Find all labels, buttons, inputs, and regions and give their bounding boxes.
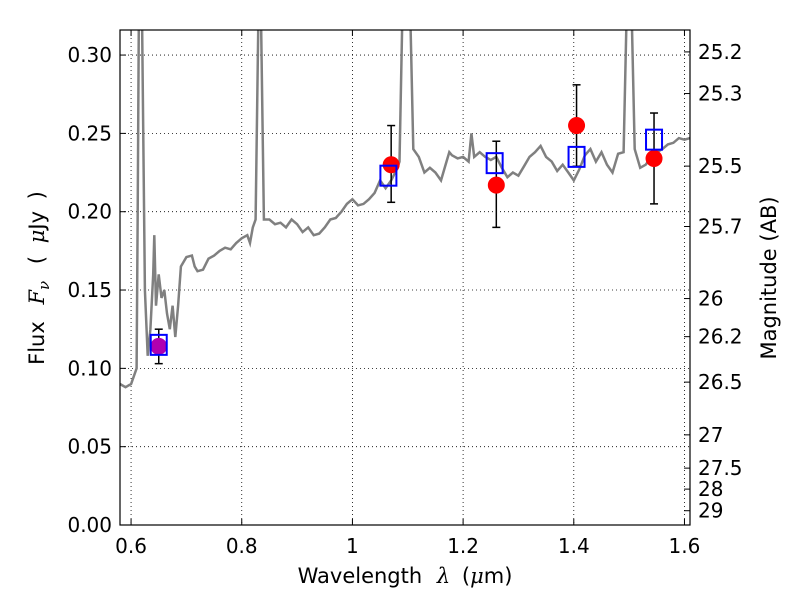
spectrum-line bbox=[120, 30, 690, 389]
y2-tick-label: 26.2 bbox=[698, 325, 743, 349]
model-square bbox=[645, 128, 664, 151]
y-axis-title: Flux Fν ( μJy ) bbox=[25, 191, 54, 365]
y-tick-label: 0.15 bbox=[67, 278, 112, 302]
y-axis-ticks: 0.00 0.05 0.10 0.15 0.20 0.25 0.30 bbox=[67, 43, 126, 537]
y2-tick-label: 25.2 bbox=[698, 40, 743, 64]
x-axis-ticks: 0.6 0.8 1 1.2 1.4 1.6 bbox=[115, 30, 700, 558]
y-axis-title-unit: Jy bbox=[25, 211, 49, 232]
y-tick-label: 0.20 bbox=[67, 200, 112, 224]
y-tick-label: 0.25 bbox=[67, 121, 112, 145]
y2-tick-label: 28 bbox=[698, 477, 723, 501]
model-square bbox=[485, 152, 504, 175]
model-square bbox=[379, 164, 398, 187]
x-axis-title-lambda: λ bbox=[436, 564, 450, 588]
y-tick-label: 0.30 bbox=[67, 43, 112, 67]
y2-tick-label: 25.3 bbox=[698, 82, 743, 106]
model-squares bbox=[149, 128, 664, 356]
data-point bbox=[568, 117, 586, 135]
y-axis-title-mu: μ bbox=[25, 230, 49, 244]
x-axis-title: Wavelength λ (μm) bbox=[298, 564, 513, 588]
data-point-magenta bbox=[150, 337, 168, 355]
y-axis-title-nu: ν bbox=[35, 281, 53, 290]
x-axis-title-word: Wavelength bbox=[298, 564, 423, 588]
y2-axis-title: Magnitude (AB) bbox=[757, 196, 781, 359]
x-tick-label: 0.6 bbox=[115, 534, 147, 558]
y-axis-title-open: ( bbox=[25, 256, 49, 264]
y-tick-label: 0.00 bbox=[67, 513, 112, 537]
y2-tick-label: 27 bbox=[698, 423, 723, 447]
x-tick-label: 1.6 bbox=[669, 534, 701, 558]
y-axis-title-word: Flux bbox=[25, 321, 49, 365]
data-point bbox=[487, 176, 505, 194]
y2-tick-label: 25.5 bbox=[698, 154, 743, 178]
y-axis-title-close: ) bbox=[25, 191, 49, 199]
data-point bbox=[645, 149, 663, 167]
x-axis-title-open: ( bbox=[462, 564, 470, 588]
x-tick-label: 1.4 bbox=[558, 534, 590, 558]
x-tick-label: 0.8 bbox=[226, 534, 258, 558]
y2-tick-label: 25.7 bbox=[698, 214, 743, 238]
model-square bbox=[567, 145, 586, 168]
grid-lines bbox=[120, 30, 690, 526]
y2-tick-label: 27.5 bbox=[698, 456, 743, 480]
y-tick-label: 0.10 bbox=[67, 356, 112, 380]
y-axis-title-F: F bbox=[25, 289, 49, 306]
y-tick-label: 0.05 bbox=[67, 435, 112, 459]
y2-tick-label: 26.5 bbox=[698, 370, 743, 394]
plot-frame bbox=[119, 29, 691, 526]
data-markers bbox=[150, 117, 663, 355]
x-axis-title-unit: m) bbox=[484, 564, 513, 588]
model-square bbox=[149, 333, 168, 356]
y2-tick-label: 29 bbox=[698, 499, 723, 523]
x-tick-label: 1.2 bbox=[447, 534, 479, 558]
x-axis-title-mu: μ bbox=[470, 564, 484, 588]
x-tick-label: 1 bbox=[346, 534, 359, 558]
y2-tick-label: 26 bbox=[698, 287, 723, 311]
